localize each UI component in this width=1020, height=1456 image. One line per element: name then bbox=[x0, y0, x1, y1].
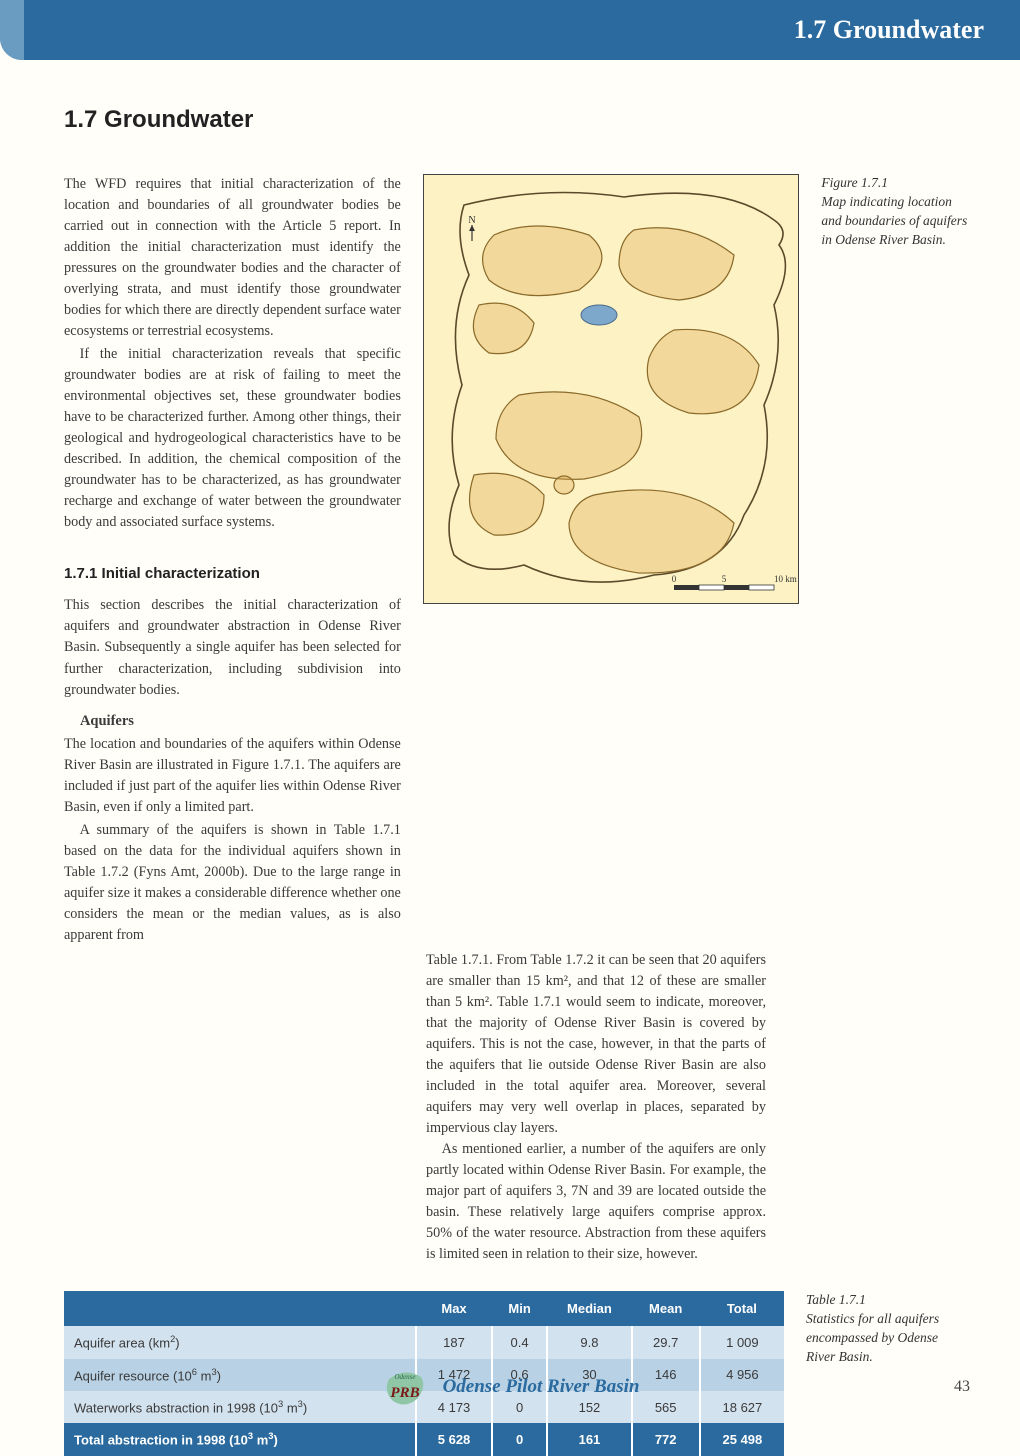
aquifers-runhead: Aquifers bbox=[64, 711, 401, 732]
table-total-row: Total abstraction in 1998 (103 m3) 5 628… bbox=[64, 1423, 784, 1455]
svg-text:PRB: PRB bbox=[390, 1385, 419, 1401]
para-3: This section describes the initial chara… bbox=[64, 595, 401, 700]
para-5: A summary of the aquifers is shown in Ta… bbox=[64, 820, 401, 946]
para-2: If the initial characterization reveals … bbox=[64, 344, 401, 533]
table-header-row: Max Min Median Mean Total bbox=[64, 1291, 784, 1326]
row0-label: Aquifer area (km2) bbox=[64, 1326, 416, 1358]
section-heading: 1.7 Groundwater bbox=[64, 106, 970, 134]
rowt-v2: 161 bbox=[547, 1423, 631, 1455]
svg-text:10 km: 10 km bbox=[774, 574, 797, 584]
page-footer: Odense PRB Odense Pilot River Basin 43 bbox=[0, 1365, 1020, 1409]
north-arrow-icon: N bbox=[468, 215, 475, 241]
para-6: Table 1.7.1. From Table 1.7.2 it can be … bbox=[426, 950, 766, 1139]
svg-text:N: N bbox=[468, 215, 475, 226]
prb-logo-icon: Odense PRB bbox=[381, 1365, 429, 1409]
rowt-v4: 25 498 bbox=[700, 1423, 784, 1455]
lower-right-column: Table 1.7.1. From Table 1.7.2 it can be … bbox=[426, 950, 766, 1265]
svg-text:0: 0 bbox=[672, 574, 677, 584]
figure-map: N 0 5 10 km bbox=[423, 174, 800, 604]
para-7: As mentioned earlier, a number of the aq… bbox=[426, 1139, 766, 1265]
rowt-label: Total abstraction in 1998 (103 m3) bbox=[64, 1423, 416, 1455]
header-title: 1.7 Groundwater bbox=[794, 15, 984, 45]
map-svg: N 0 5 10 km bbox=[424, 175, 800, 604]
subheading-171: 1.7.1 Initial characterization bbox=[64, 563, 401, 585]
table-col-0 bbox=[64, 1291, 416, 1326]
table-caption: Table 1.7.1 Statistics for all aquifers … bbox=[806, 1291, 956, 1367]
lower-left-placeholder bbox=[64, 950, 404, 1265]
row0-v1: 0.4 bbox=[492, 1326, 548, 1358]
para-4: The location and boundaries of the aquif… bbox=[64, 734, 401, 818]
footer-title: Odense Pilot River Basin bbox=[443, 1376, 640, 1398]
lake-icon bbox=[581, 305, 617, 325]
rowt-v0: 5 628 bbox=[416, 1423, 492, 1455]
row0-v2: 9.8 bbox=[547, 1326, 631, 1358]
scale-bar: 0 5 10 km bbox=[672, 574, 797, 590]
table-row: Aquifer area (km2) 187 0.4 9.8 29.7 1 00… bbox=[64, 1326, 784, 1358]
table-col-1: Max bbox=[416, 1291, 492, 1326]
aquifer-shapes bbox=[469, 226, 759, 573]
page-number: 43 bbox=[954, 1378, 970, 1396]
lower-text-row: Table 1.7.1. From Table 1.7.2 it can be … bbox=[64, 950, 970, 1265]
rowt-v1: 0 bbox=[492, 1423, 548, 1455]
table-col-4: Mean bbox=[632, 1291, 700, 1326]
svg-text:5: 5 bbox=[722, 574, 727, 584]
figure-number: Figure 1.7.1 bbox=[821, 175, 888, 190]
row0-v4: 1 009 bbox=[700, 1326, 784, 1358]
figure-caption: Figure 1.7.1 Map indicating location and… bbox=[821, 174, 970, 250]
rowt-v3: 772 bbox=[632, 1423, 700, 1455]
figure-caption-text: Map indicating location and boundaries o… bbox=[821, 194, 967, 247]
table-col-2: Min bbox=[492, 1291, 548, 1326]
upper-row: The WFD requires that initial characteri… bbox=[64, 174, 970, 948]
left-text-column: The WFD requires that initial characteri… bbox=[64, 174, 401, 948]
svg-text:Odense: Odense bbox=[394, 1373, 415, 1381]
table-number: Table 1.7.1 bbox=[806, 1292, 866, 1307]
page-header-band: 1.7 Groundwater bbox=[0, 0, 1020, 60]
row0-v0: 187 bbox=[416, 1326, 492, 1358]
table-caption-text: Statistics for all aquifers encompassed … bbox=[806, 1311, 939, 1364]
page-content: 1.7 Groundwater The WFD requires that in… bbox=[0, 60, 1020, 1456]
table-col-5: Total bbox=[700, 1291, 784, 1326]
table-col-3: Median bbox=[547, 1291, 631, 1326]
row0-v3: 29.7 bbox=[632, 1326, 700, 1358]
para-1: The WFD requires that initial characteri… bbox=[64, 174, 401, 342]
